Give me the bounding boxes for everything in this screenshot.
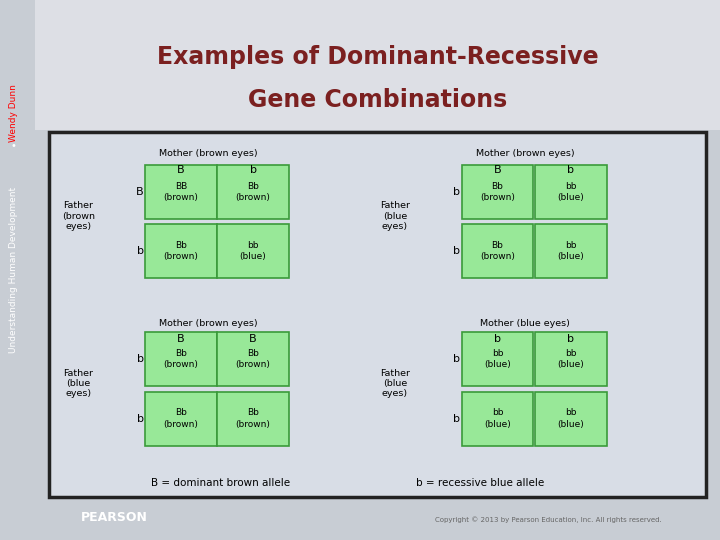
- Text: Father
(blue
eyes): Father (blue eyes): [379, 368, 410, 399]
- FancyBboxPatch shape: [217, 224, 289, 278]
- Text: Father
(brown
eyes): Father (brown eyes): [62, 201, 95, 231]
- Text: Bb
(brown): Bb (brown): [235, 408, 271, 429]
- Text: bb
(blue): bb (blue): [484, 408, 511, 429]
- Text: b: b: [453, 354, 460, 364]
- Text: b: b: [567, 165, 575, 175]
- Text: PEARSON: PEARSON: [81, 511, 148, 524]
- Text: Bb
(brown): Bb (brown): [235, 349, 271, 369]
- Text: Copyright © 2013 by Pearson Education, Inc. All rights reserved.: Copyright © 2013 by Pearson Education, I…: [436, 516, 662, 523]
- FancyBboxPatch shape: [535, 224, 607, 278]
- Text: Bb
(brown): Bb (brown): [163, 349, 199, 369]
- FancyBboxPatch shape: [462, 392, 534, 446]
- FancyBboxPatch shape: [35, 0, 720, 130]
- Text: Bb
(brown): Bb (brown): [163, 241, 199, 261]
- Text: Wendy Dunn: Wendy Dunn: [9, 84, 18, 143]
- Text: Examples of Dominant-Recessive: Examples of Dominant-Recessive: [157, 45, 598, 69]
- Text: B = dominant brown allele: B = dominant brown allele: [150, 478, 289, 488]
- Text: Bb
(brown): Bb (brown): [480, 241, 515, 261]
- Text: b: b: [494, 334, 501, 344]
- Text: b = recessive blue allele: b = recessive blue allele: [416, 478, 544, 488]
- FancyBboxPatch shape: [217, 165, 289, 219]
- Text: b: b: [453, 414, 460, 423]
- Text: B: B: [177, 165, 185, 175]
- Text: B: B: [494, 165, 501, 175]
- Text: b: b: [137, 246, 143, 256]
- FancyBboxPatch shape: [535, 392, 607, 446]
- FancyBboxPatch shape: [535, 165, 607, 219]
- Text: B: B: [136, 187, 144, 197]
- Text: Bb
(brown): Bb (brown): [480, 181, 515, 202]
- Text: b: b: [567, 334, 575, 344]
- FancyBboxPatch shape: [217, 332, 289, 386]
- Text: b: b: [453, 187, 460, 197]
- Text: Father
(blue
eyes): Father (blue eyes): [63, 368, 94, 399]
- FancyBboxPatch shape: [49, 132, 706, 497]
- Text: bb
(blue): bb (blue): [557, 408, 584, 429]
- Text: Understanding Human Development: Understanding Human Development: [9, 187, 18, 353]
- Text: bb
(blue): bb (blue): [557, 241, 584, 261]
- Text: b: b: [137, 354, 143, 364]
- Text: Mother (brown eyes): Mother (brown eyes): [475, 150, 574, 158]
- FancyBboxPatch shape: [217, 392, 289, 446]
- Text: b: b: [453, 246, 460, 256]
- FancyBboxPatch shape: [145, 332, 217, 386]
- Text: Mother (blue eyes): Mother (blue eyes): [480, 320, 570, 328]
- Text: Father
(blue
eyes): Father (blue eyes): [379, 201, 410, 231]
- Text: •: •: [11, 141, 17, 151]
- FancyBboxPatch shape: [535, 332, 607, 386]
- FancyBboxPatch shape: [462, 332, 534, 386]
- Text: Bb
(brown): Bb (brown): [235, 181, 271, 202]
- Text: bb
(blue): bb (blue): [557, 181, 584, 202]
- FancyBboxPatch shape: [145, 224, 217, 278]
- Text: B: B: [249, 334, 257, 344]
- Text: b: b: [250, 165, 256, 175]
- FancyBboxPatch shape: [462, 224, 534, 278]
- Text: Gene Combinations: Gene Combinations: [248, 88, 508, 112]
- Text: bb
(blue): bb (blue): [557, 349, 584, 369]
- FancyBboxPatch shape: [462, 165, 534, 219]
- Text: BB
(brown): BB (brown): [163, 181, 199, 202]
- FancyBboxPatch shape: [145, 392, 217, 446]
- Text: Mother (brown eyes): Mother (brown eyes): [158, 150, 257, 158]
- Text: B: B: [177, 334, 185, 344]
- Text: bb
(blue): bb (blue): [240, 241, 266, 261]
- Text: bb
(blue): bb (blue): [484, 349, 511, 369]
- Text: Mother (brown eyes): Mother (brown eyes): [158, 320, 257, 328]
- FancyBboxPatch shape: [145, 165, 217, 219]
- Text: Bb
(brown): Bb (brown): [163, 408, 199, 429]
- Text: b: b: [137, 414, 143, 423]
